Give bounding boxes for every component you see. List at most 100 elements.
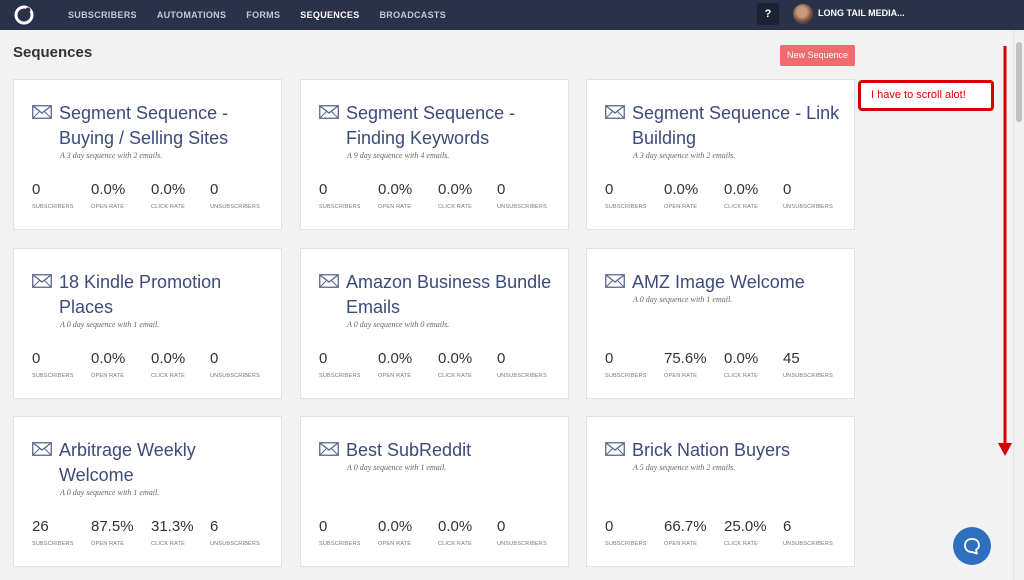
stat-unsubscribers: 0 UNSUBSCRIBERS xyxy=(497,181,547,210)
stat-label: UNSUBSCRIBERS xyxy=(497,541,547,547)
stat-open-rate: 0.0% OPEN RATE xyxy=(378,350,412,379)
stat-label: OPEN RATE xyxy=(664,204,698,210)
sequence-card[interactable]: Best SubReddit A 0 day sequence with 1 em… xyxy=(300,416,569,567)
stat-open-rate: 0.0% OPEN RATE xyxy=(91,350,125,379)
stat-subscribers: 0 SUBSCRIBERS xyxy=(605,181,647,210)
stat-unsubscribers: 0 UNSUBSCRIBERS xyxy=(497,518,547,547)
stat-label: SUBSCRIBERS xyxy=(605,541,647,547)
stat-unsubscribers: 6 UNSUBSCRIBERS xyxy=(210,518,260,547)
envelope-icon xyxy=(605,274,625,288)
stat-value: 6 xyxy=(210,518,219,535)
main-nav: SUBSCRIBERS AUTOMATIONS FORMS SEQUENCES … xyxy=(68,0,466,30)
stat-open-rate: 0.0% OPEN RATE xyxy=(378,518,412,547)
stat-label: OPEN RATE xyxy=(664,541,698,547)
stat-value: 0.0% xyxy=(724,181,759,198)
account-menu[interactable]: LONG TAIL MEDIA... xyxy=(818,8,905,18)
stat-click-rate: 0.0% CLICK RATE xyxy=(724,181,758,210)
stat-label: CLICK RATE xyxy=(151,204,185,210)
stat-value: 75.6% xyxy=(664,350,707,367)
sequence-title[interactable]: Amazon Business Bundle Emails xyxy=(346,272,552,317)
sequence-card[interactable]: Amazon Business Bundle Emails A 0 day seq… xyxy=(300,248,569,399)
envelope-icon xyxy=(605,442,625,456)
sequence-card[interactable]: Arbitrage Weekly Welcome A 0 day sequence… xyxy=(13,416,282,567)
sequence-description: A 9 day sequence with 4 emails. xyxy=(347,151,450,160)
sequence-description: A 0 day sequence with 0 emails. xyxy=(347,320,450,329)
chat-button[interactable] xyxy=(953,527,991,565)
sequence-description: A 0 day sequence with 1 email. xyxy=(633,295,733,304)
sequence-card[interactable]: AMZ Image Welcome A 0 day sequence with 1… xyxy=(586,248,855,399)
sequence-title[interactable]: Best SubReddit xyxy=(346,440,472,460)
page-scrollbar[interactable] xyxy=(1013,30,1024,580)
stat-label: CLICK RATE xyxy=(438,373,472,379)
stat-subscribers: 0 SUBSCRIBERS xyxy=(319,350,361,379)
stat-open-rate: 66.7% OPEN RATE xyxy=(664,518,707,547)
stat-value: 0 xyxy=(783,181,792,198)
stat-label: UNSUBSCRIBERS xyxy=(497,373,547,379)
stat-label: OPEN RATE xyxy=(378,541,412,547)
stat-value: 0 xyxy=(319,518,328,535)
stat-label: CLICK RATE xyxy=(724,373,758,379)
page-title: Sequences xyxy=(13,44,93,61)
stat-value: 0.0% xyxy=(91,350,126,367)
sequence-card[interactable]: 18 Kindle Promotion Places A 0 day sequen… xyxy=(13,248,282,399)
sequence-title[interactable]: Segment Sequence - Finding Keywords xyxy=(346,103,516,148)
envelope-icon xyxy=(32,274,52,288)
sequence-card[interactable]: Segment Sequence - Finding Keywords A 9 d… xyxy=(300,79,569,230)
nav-broadcasts[interactable]: BROADCASTS xyxy=(379,10,447,20)
sequence-description: A 5 day sequence with 2 emails. xyxy=(633,463,736,472)
stat-click-rate: 25.0% CLICK RATE xyxy=(724,518,767,547)
stat-label: UNSUBSCRIBERS xyxy=(210,204,260,210)
envelope-icon xyxy=(319,274,339,288)
stat-value: 66.7% xyxy=(664,518,707,535)
stat-unsubscribers: 0 UNSUBSCRIBERS xyxy=(497,350,547,379)
stat-open-rate: 87.5% OPEN RATE xyxy=(91,518,134,547)
sequence-card[interactable]: Segment Sequence - Link Building A 3 day … xyxy=(586,79,855,230)
sequence-card[interactable]: Segment Sequence - Buying / Selling Site… xyxy=(13,79,282,230)
stat-label: CLICK RATE xyxy=(438,204,472,210)
logo-icon[interactable] xyxy=(13,4,35,26)
stat-subscribers: 0 SUBSCRIBERS xyxy=(605,518,647,547)
stat-label: CLICK RATE xyxy=(151,373,185,379)
nav-automations[interactable]: AUTOMATIONS xyxy=(156,10,227,20)
stat-open-rate: 75.6% OPEN RATE xyxy=(664,350,707,379)
sequence-title[interactable]: Arbitrage Weekly Welcome xyxy=(59,440,196,485)
stat-label: UNSUBSCRIBERS xyxy=(783,204,833,210)
stat-subscribers: 26 SUBSCRIBERS xyxy=(32,518,74,547)
avatar[interactable] xyxy=(793,4,813,24)
sequence-description: A 3 day sequence with 2 emails. xyxy=(633,151,736,160)
sequence-title[interactable]: 18 Kindle Promotion Places xyxy=(59,272,222,317)
stat-value: 0.0% xyxy=(378,181,413,198)
scrollbar-thumb[interactable] xyxy=(1016,42,1022,122)
stat-label: SUBSCRIBERS xyxy=(605,204,647,210)
stat-click-rate: 0.0% CLICK RATE xyxy=(438,350,472,379)
envelope-icon xyxy=(319,105,339,119)
stat-label: OPEN RATE xyxy=(378,373,412,379)
stat-click-rate: 0.0% CLICK RATE xyxy=(151,350,185,379)
stat-value: 31.3% xyxy=(151,518,194,535)
stat-label: SUBSCRIBERS xyxy=(605,373,647,379)
down-arrow-annotation xyxy=(998,46,1012,456)
sequence-card[interactable]: Brick Nation Buyers A 5 day sequence with… xyxy=(586,416,855,567)
stat-click-rate: 0.0% CLICK RATE xyxy=(438,518,472,547)
sequence-title[interactable]: AMZ Image Welcome xyxy=(632,272,805,292)
stat-label: SUBSCRIBERS xyxy=(32,204,74,210)
nav-forms[interactable]: FORMS xyxy=(246,10,281,20)
top-navbar: SUBSCRIBERS AUTOMATIONS FORMS SEQUENCES … xyxy=(0,0,1024,30)
stat-label: UNSUBSCRIBERS xyxy=(783,373,833,379)
stat-value: 6 xyxy=(783,518,792,535)
stat-label: CLICK RATE xyxy=(438,541,472,547)
nav-subscribers[interactable]: SUBSCRIBERS xyxy=(68,10,137,20)
help-button[interactable]: ? xyxy=(757,3,779,25)
sequence-description: A 0 day sequence with 1 email. xyxy=(60,320,160,329)
sequence-title[interactable]: Segment Sequence - Link Building xyxy=(632,103,840,148)
sequence-title[interactable]: Segment Sequence - Buying / Selling Site… xyxy=(59,103,229,148)
sequence-title[interactable]: Brick Nation Buyers xyxy=(632,440,791,460)
stat-subscribers: 0 SUBSCRIBERS xyxy=(605,350,647,379)
stat-value: 0 xyxy=(605,181,614,198)
nav-sequences[interactable]: SEQUENCES xyxy=(300,10,360,20)
stat-label: OPEN RATE xyxy=(378,204,412,210)
stat-value: 0 xyxy=(319,181,328,198)
stat-open-rate: 0.0% OPEN RATE xyxy=(378,181,412,210)
new-sequence-button[interactable]: New Sequence xyxy=(780,45,855,66)
sequence-description: A 3 day sequence with 2 emails. xyxy=(60,151,163,160)
